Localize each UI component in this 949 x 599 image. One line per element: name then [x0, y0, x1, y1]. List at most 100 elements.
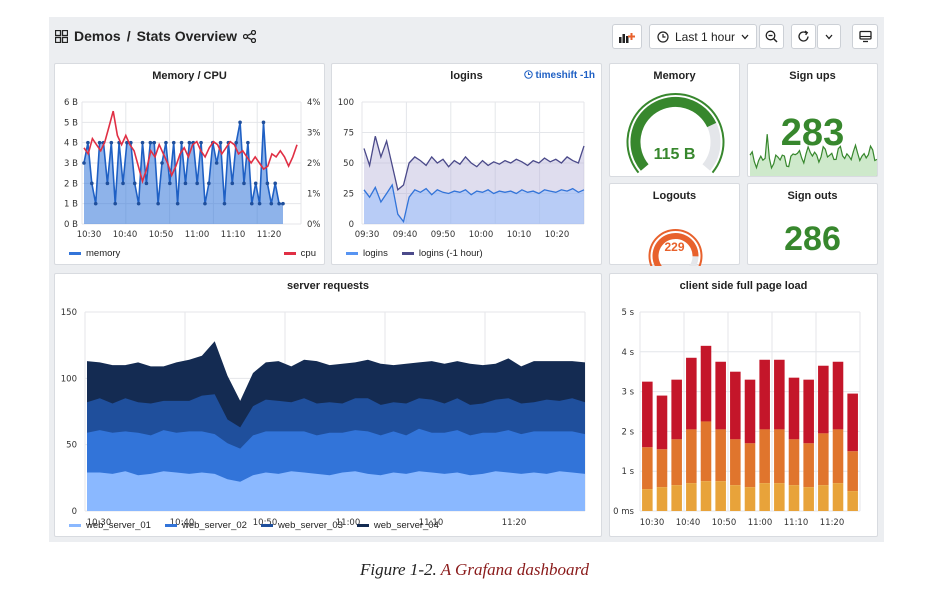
- apps-grid-icon[interactable]: [55, 29, 68, 43]
- data-point-memory: [199, 140, 203, 145]
- panel-title[interactable]: logins: [450, 70, 483, 82]
- server-requests-panel[interactable]: server requests 0 50 100 150 10:30 10:40 10:50…: [54, 273, 602, 537]
- y-tick-label: 75: [343, 129, 354, 139]
- data-point-memory: [105, 181, 110, 186]
- data-point-memory: [218, 140, 223, 145]
- y-tick-label: 3 B: [64, 159, 78, 169]
- bar-segment-red: [788, 377, 800, 440]
- refresh-interval-dropdown[interactable]: [817, 24, 841, 49]
- bar-segment-red: [818, 365, 829, 434]
- signups-sparkline: [749, 134, 878, 176]
- series-area-logins: [364, 185, 584, 224]
- legend-item-logins[interactable]: logins: [346, 248, 388, 259]
- panel-title[interactable]: Sign ups: [789, 70, 836, 82]
- sparkline-line: [749, 134, 878, 170]
- legend-item-memory[interactable]: memory: [69, 248, 120, 259]
- series-line-memory: [83, 122, 283, 205]
- data-point-memory: [187, 140, 192, 145]
- signouts-panel[interactable]: Sign outs 286: [747, 183, 878, 265]
- caption-link[interactable]: A Grafana dashboard: [440, 560, 590, 579]
- data-point-memory: [207, 181, 211, 186]
- chevron-down-icon: [825, 34, 833, 39]
- legend-item-web-server-02[interactable]: web_server_02: [164, 520, 247, 531]
- data-point-memory: [234, 140, 238, 145]
- data-point-memory: [175, 201, 180, 206]
- bar-segment-yellow: [642, 489, 653, 511]
- bar-segment-orange: [715, 429, 726, 482]
- bar-segment-orange: [774, 429, 785, 484]
- data-point-memory: [257, 201, 262, 206]
- series-line-logins-prev: [363, 136, 585, 191]
- panel-title[interactable]: Sign outs: [787, 190, 838, 202]
- signups-panel[interactable]: Sign ups 283: [747, 63, 878, 177]
- x-tick-label: 11:10: [221, 230, 246, 240]
- y-right-tick-label: 0%: [307, 220, 321, 230]
- legend-label: cpu: [300, 248, 316, 259]
- data-point-memory: [164, 140, 168, 145]
- data-point-memory: [136, 201, 141, 206]
- y-tick-label: 50: [343, 159, 354, 169]
- clock-icon: [657, 30, 669, 43]
- x-tick-label: 10:30: [87, 518, 112, 528]
- x-tick-label: 10:40: [676, 518, 701, 528]
- page-load-chart[interactable]: 0 ms 1 s 2 s 3 s 4 s 5 s 10:30 10:40 10:50 11:00 1…: [610, 274, 879, 538]
- logins-panel[interactable]: logins timeshift -1h 0 25 50 75 100 09:30 09:4…: [331, 63, 602, 265]
- bar-segment-orange: [642, 447, 653, 490]
- gauge-threshold: [626, 93, 725, 174]
- breadcrumb-folder[interactable]: Demos: [74, 28, 121, 44]
- tv-mode-button[interactable]: [852, 24, 878, 49]
- legend-item-cpu[interactable]: cpu: [283, 248, 316, 259]
- gauge-fill: [652, 232, 699, 266]
- bar-segment-red: [744, 379, 756, 444]
- time-range-picker[interactable]: Last 1 hour: [649, 24, 757, 49]
- x-tick-label: 11:20: [820, 518, 845, 528]
- data-point-memory: [179, 140, 184, 145]
- panel-title[interactable]: server requests: [287, 280, 369, 292]
- x-tick-label: 11:10: [419, 518, 444, 528]
- gauge-fill: [630, 96, 717, 171]
- refresh-button[interactable]: [791, 24, 816, 49]
- bar-segment-yellow: [847, 491, 858, 511]
- legend-item-logins-prev[interactable]: logins (-1 hour): [401, 248, 483, 259]
- bar-segment-orange: [656, 449, 668, 488]
- bar-segment-red: [803, 379, 814, 444]
- data-point-memory: [82, 161, 86, 165]
- timeshift-label: timeshift -1h: [535, 70, 595, 81]
- panel-title[interactable]: Logouts: [652, 190, 697, 202]
- page-load-panel[interactable]: client side full page load 0 ms 1 s 2 s 3 s…: [609, 273, 878, 537]
- signouts-value: 286: [784, 220, 841, 258]
- zoom-out-button[interactable]: [759, 24, 784, 49]
- x-tick-label: 10:10: [507, 230, 532, 240]
- share-icon[interactable]: [242, 29, 256, 43]
- add-panel-button[interactable]: [612, 24, 642, 49]
- series-line-logins: [363, 183, 585, 224]
- data-point-memory: [109, 140, 114, 145]
- x-tick-label: 10:40: [170, 518, 195, 528]
- logouts-panel[interactable]: Logouts 229: [609, 183, 740, 266]
- breadcrumb-separator: /: [126, 28, 131, 44]
- y-tick-label: 50: [66, 441, 77, 451]
- legend-item-web-server-03[interactable]: web_server_03: [260, 520, 343, 531]
- chart-legend: memory: [69, 248, 120, 259]
- legend-item-web-server-01[interactable]: web_server_01: [69, 520, 151, 531]
- x-tick-label: 09:50: [431, 230, 456, 240]
- panel-title[interactable]: Memory: [653, 70, 696, 82]
- server-requests-chart[interactable]: 0 50 100 150 10:30 10:40 10:50 11:00 11:10 11:20: [55, 274, 603, 538]
- bar-segment-red: [847, 393, 858, 452]
- bar-segment-orange: [832, 429, 844, 484]
- panel-title[interactable]: client side full page load: [679, 280, 808, 292]
- chevron-down-icon: [741, 34, 749, 39]
- logins-chart[interactable]: 0 25 50 75 100 09:30 09:40 09:50 10:00 10:10 10:20: [332, 64, 603, 266]
- panel-title[interactable]: Memory / CPU: [152, 70, 227, 82]
- x-tick-label: 11:20: [502, 518, 527, 528]
- legend-label: logins (-1 hour): [418, 248, 483, 259]
- bar-segment-orange: [700, 421, 712, 482]
- memory-cpu-panel[interactable]: Memory / CPU 0 B 1 B 2 B 3 B 4 B 5 B 6 B 0% 1% 2%…: [54, 63, 325, 265]
- legend-item-web-server-04[interactable]: web_server_04: [356, 520, 439, 531]
- data-point-memory: [277, 201, 281, 206]
- memory-cpu-chart[interactable]: 0 B 1 B 2 B 3 B 4 B 5 B 6 B 0% 1% 2% 3% 4% 10:30 10:4…: [55, 64, 326, 266]
- dashboard-title[interactable]: Stats Overview: [136, 28, 237, 44]
- data-point-memory: [269, 201, 274, 206]
- y-right-tick-label: 1%: [307, 190, 321, 200]
- memory-gauge-panel[interactable]: Memory 115 B: [609, 63, 740, 177]
